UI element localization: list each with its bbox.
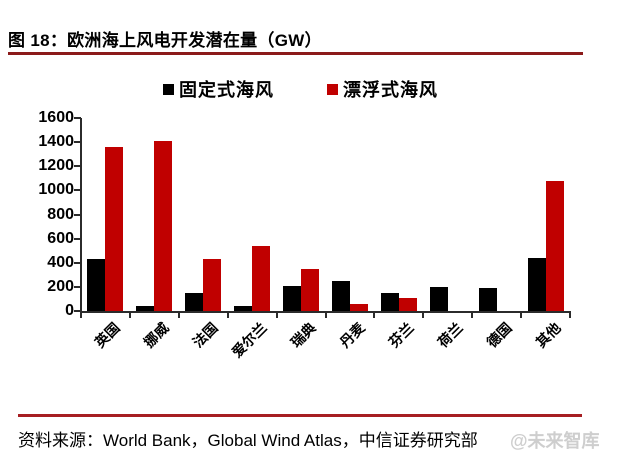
x-axis-tick <box>422 311 425 318</box>
bar-fixed <box>136 306 155 311</box>
y-axis-tick-label: 600 <box>47 229 74 247</box>
y-axis-tick <box>74 165 81 168</box>
source-rule <box>18 414 582 417</box>
bar-fixed <box>331 281 350 311</box>
y-axis-tick-label: 1000 <box>38 181 74 199</box>
bar-floating <box>252 246 271 311</box>
bar-floating <box>203 259 222 311</box>
fixed-series-swatch-icon <box>163 83 174 95</box>
bar-floating <box>301 269 320 311</box>
bar-floating <box>105 147 124 311</box>
y-axis-tick-label: 1600 <box>38 109 74 126</box>
bar-fixed <box>87 259 106 311</box>
bar-floating <box>545 181 564 311</box>
x-axis-tick <box>128 311 131 318</box>
y-axis-tick-label: 800 <box>47 205 74 223</box>
bar-floating <box>154 141 173 311</box>
bar-fixed <box>380 293 399 311</box>
bar-fixed <box>527 258 546 311</box>
bar-floating <box>349 304 368 311</box>
floating-series-swatch-icon <box>327 83 338 95</box>
bar-fixed <box>234 306 253 311</box>
x-axis-tick <box>226 311 229 318</box>
y-axis-tick <box>74 189 81 192</box>
bar-fixed <box>478 288 497 311</box>
x-axis-tick <box>324 311 327 318</box>
x-axis-tick <box>80 311 82 318</box>
figure-title: 图 18：欧洲海上风电开发潜在量（GW） <box>8 31 322 50</box>
watermark: @未来智库 <box>510 431 600 451</box>
y-axis-tick <box>74 117 81 119</box>
y-axis-tick <box>74 141 81 144</box>
y-axis-tick <box>74 285 81 288</box>
y-axis-tick <box>74 310 81 312</box>
legend-label-fixed: 固定式海风 <box>179 80 274 100</box>
legend-label-floating: 漂浮式海风 <box>343 80 438 100</box>
source-text: 资料来源：World Bank，Global Wind Atlas，中信证券研究… <box>18 431 478 450</box>
x-axis-tick <box>177 311 180 318</box>
legend-item-fixed: 固定式海风 <box>163 76 274 102</box>
y-axis-tick <box>74 261 81 264</box>
y-axis-tick-label: 200 <box>47 277 74 295</box>
bar-fixed <box>185 293 204 311</box>
x-axis-tick <box>373 311 376 318</box>
title-rule <box>8 52 583 55</box>
y-axis-line <box>80 118 82 313</box>
y-axis-tick-label: 0 <box>65 302 74 319</box>
bar-fixed <box>283 286 302 311</box>
y-axis-tick <box>74 213 81 216</box>
bar-floating <box>398 298 417 311</box>
y-axis-tick-label: 400 <box>47 253 74 271</box>
y-axis-tick <box>74 237 81 240</box>
x-axis-tick <box>471 311 474 318</box>
x-axis-tick <box>275 311 278 318</box>
legend-item-floating: 漂浮式海风 <box>327 76 438 102</box>
x-axis-tick <box>520 311 523 318</box>
bar-fixed <box>429 287 448 311</box>
y-axis-tick-label: 1400 <box>38 133 74 151</box>
x-axis-tick <box>569 311 571 318</box>
y-axis-tick-label: 1200 <box>38 157 74 175</box>
